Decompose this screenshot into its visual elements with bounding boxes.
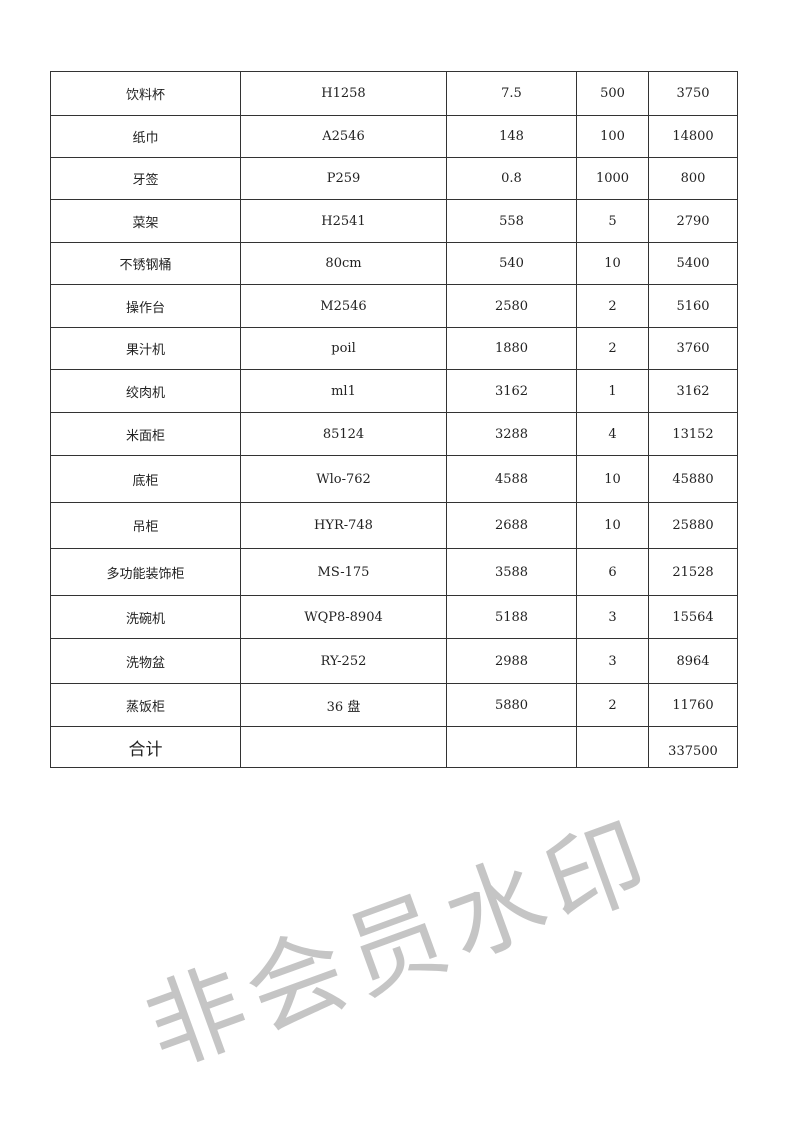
empty-cell bbox=[240, 726, 447, 768]
model-cell: 85124 bbox=[240, 412, 447, 456]
table-row: 不锈钢桶 80cm 540 10 5400 bbox=[50, 242, 738, 285]
unit-price-cell: 558 bbox=[446, 199, 577, 243]
unit-price-cell: 2580 bbox=[446, 284, 577, 328]
quantity-cell: 6 bbox=[576, 548, 649, 596]
table-row: 吊柜 HYR-748 2688 10 25880 bbox=[50, 502, 738, 549]
item-name-cell: 操作台 bbox=[50, 284, 241, 328]
amount-cell: 15564 bbox=[648, 595, 738, 639]
quantity-cell: 10 bbox=[576, 502, 649, 549]
amount-cell: 25880 bbox=[648, 502, 738, 549]
quantity-cell: 5 bbox=[576, 199, 649, 243]
model-cell: HYR-748 bbox=[240, 502, 447, 549]
model-cell: P259 bbox=[240, 157, 447, 200]
table-row: 菜架 H2541 558 5 2790 bbox=[50, 199, 738, 243]
unit-price-cell: 148 bbox=[446, 115, 577, 158]
table-row: 纸巾 A2546 148 100 14800 bbox=[50, 115, 738, 158]
unit-price-cell: 3588 bbox=[446, 548, 577, 596]
quantity-cell: 1 bbox=[576, 369, 649, 413]
amount-cell: 13152 bbox=[648, 412, 738, 456]
model-cell: WQP8-8904 bbox=[240, 595, 447, 639]
amount-cell: 3760 bbox=[648, 327, 738, 370]
unit-price-cell: 7.5 bbox=[446, 71, 577, 116]
model-cell: poil bbox=[240, 327, 447, 370]
quantity-cell: 100 bbox=[576, 115, 649, 158]
equipment-table: 饮料杯 H1258 7.5 500 3750 纸巾 A2546 148 100 14800 牙签 P2… bbox=[50, 71, 738, 768]
amount-cell: 21528 bbox=[648, 548, 738, 596]
quantity-cell: 10 bbox=[576, 455, 649, 503]
total-label: 合计 bbox=[50, 726, 241, 768]
item-name-cell: 牙签 bbox=[50, 157, 241, 200]
amount-cell: 5400 bbox=[648, 242, 738, 285]
item-name-cell: 绞肉机 bbox=[50, 369, 241, 413]
amount-cell: 14800 bbox=[648, 115, 738, 158]
model-cell: RY-252 bbox=[240, 638, 447, 684]
model-cell: Wlo-762 bbox=[240, 455, 447, 503]
item-name-cell: 菜架 bbox=[50, 199, 241, 243]
item-name-cell: 米面柜 bbox=[50, 412, 241, 456]
empty-cell bbox=[576, 726, 649, 768]
amount-cell: 3750 bbox=[648, 71, 738, 116]
table-row: 果汁机 poil 1880 2 3760 bbox=[50, 327, 738, 370]
amount-cell: 45880 bbox=[648, 455, 738, 503]
amount-cell: 3162 bbox=[648, 369, 738, 413]
unit-price-cell: 2688 bbox=[446, 502, 577, 549]
item-name-cell: 纸巾 bbox=[50, 115, 241, 158]
unit-price-cell: 5188 bbox=[446, 595, 577, 639]
quantity-cell: 3 bbox=[576, 638, 649, 684]
total-row: 合计 337500 bbox=[50, 726, 738, 768]
item-name-cell: 洗物盆 bbox=[50, 638, 241, 684]
table-row: 绞肉机 ml1 3162 1 3162 bbox=[50, 369, 738, 413]
unit-price-cell: 0.8 bbox=[446, 157, 577, 200]
table-row: 牙签 P259 0.8 1000 800 bbox=[50, 157, 738, 200]
watermark: 非会员水印 bbox=[131, 800, 669, 1090]
quantity-cell: 4 bbox=[576, 412, 649, 456]
item-name-cell: 底柜 bbox=[50, 455, 241, 503]
quantity-cell: 2 bbox=[576, 327, 649, 370]
model-cell: 36 盘 bbox=[240, 683, 447, 727]
amount-cell: 5160 bbox=[648, 284, 738, 328]
table-row: 饮料杯 H1258 7.5 500 3750 bbox=[50, 71, 738, 116]
item-name-cell: 蒸饭柜 bbox=[50, 683, 241, 727]
item-name-cell: 多功能装饰柜 bbox=[50, 548, 241, 596]
quantity-cell: 3 bbox=[576, 595, 649, 639]
unit-price-cell: 540 bbox=[446, 242, 577, 285]
unit-price-cell: 1880 bbox=[446, 327, 577, 370]
amount-cell: 11760 bbox=[648, 683, 738, 727]
amount-cell: 2790 bbox=[648, 199, 738, 243]
table-row: 洗碗机 WQP8-8904 5188 3 15564 bbox=[50, 595, 738, 639]
total-value: 337500 bbox=[648, 726, 738, 768]
table-row: 底柜 Wlo-762 4588 10 45880 bbox=[50, 455, 738, 503]
item-name-cell: 吊柜 bbox=[50, 502, 241, 549]
amount-cell: 800 bbox=[648, 157, 738, 200]
quantity-cell: 2 bbox=[576, 683, 649, 727]
quantity-cell: 2 bbox=[576, 284, 649, 328]
amount-cell: 8964 bbox=[648, 638, 738, 684]
table-row: 洗物盆 RY-252 2988 3 8964 bbox=[50, 638, 738, 684]
table-row: 多功能装饰柜 MS-175 3588 6 21528 bbox=[50, 548, 738, 596]
quantity-cell: 10 bbox=[576, 242, 649, 285]
model-cell: A2546 bbox=[240, 115, 447, 158]
table-row: 米面柜 85124 3288 4 13152 bbox=[50, 412, 738, 456]
unit-price-cell: 3288 bbox=[446, 412, 577, 456]
unit-price-cell: 5880 bbox=[446, 683, 577, 727]
unit-price-cell: 3162 bbox=[446, 369, 577, 413]
model-cell: 80cm bbox=[240, 242, 447, 285]
model-cell: H2541 bbox=[240, 199, 447, 243]
item-name-cell: 饮料杯 bbox=[50, 71, 241, 116]
model-cell: ml1 bbox=[240, 369, 447, 413]
item-name-cell: 果汁机 bbox=[50, 327, 241, 370]
item-name-cell: 洗碗机 bbox=[50, 595, 241, 639]
empty-cell bbox=[446, 726, 577, 768]
unit-price-cell: 2988 bbox=[446, 638, 577, 684]
table-row: 蒸饭柜 36 盘 5880 2 11760 bbox=[50, 683, 738, 727]
unit-price-cell: 4588 bbox=[446, 455, 577, 503]
item-name-cell: 不锈钢桶 bbox=[50, 242, 241, 285]
model-cell: MS-175 bbox=[240, 548, 447, 596]
model-cell: H1258 bbox=[240, 71, 447, 116]
quantity-cell: 500 bbox=[576, 71, 649, 116]
table-row: 操作台 M2546 2580 2 5160 bbox=[50, 284, 738, 328]
quantity-cell: 1000 bbox=[576, 157, 649, 200]
model-cell: M2546 bbox=[240, 284, 447, 328]
